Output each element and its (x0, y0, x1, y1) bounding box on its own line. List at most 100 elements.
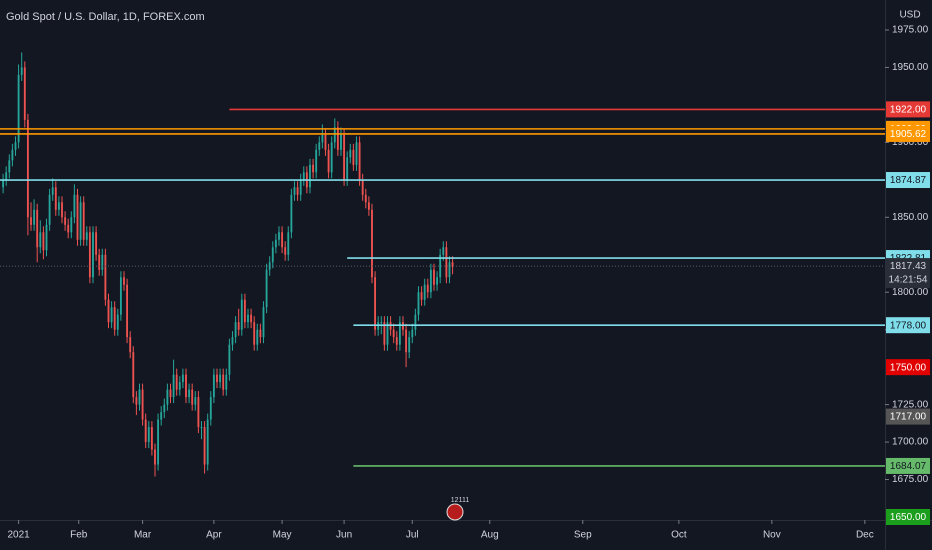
candle-body (299, 179, 302, 195)
candle-body (178, 382, 181, 390)
candle-body (312, 164, 315, 173)
candle-body (166, 389, 169, 405)
candle-body (141, 389, 144, 420)
candle-body (371, 209, 373, 278)
candle-body (423, 284, 426, 300)
candle-body (92, 232, 94, 278)
candle-body (231, 337, 234, 345)
candle-body (436, 277, 439, 285)
candle-body (160, 412, 163, 420)
y-tick-label: 1675.00 (892, 474, 929, 485)
candle-body (222, 374, 225, 390)
candle-body (191, 389, 194, 405)
candle-body (237, 322, 240, 330)
candle-body (274, 239, 277, 248)
candle-body (98, 254, 101, 270)
event-badge: 12111 (451, 497, 470, 504)
candle-body (107, 299, 110, 323)
candle-body (293, 187, 296, 195)
candle-body (209, 397, 212, 420)
candle-body (321, 134, 324, 143)
candle-body (327, 149, 330, 173)
candle-body (448, 262, 451, 278)
currency-label: USD (899, 10, 920, 21)
countdown-label: 14:21:54 (889, 275, 928, 286)
candle-body (408, 337, 411, 353)
candle-body (358, 142, 361, 180)
candle-body (169, 389, 172, 398)
candle-body (386, 322, 389, 345)
candle-body (163, 404, 166, 413)
candle-body (250, 314, 253, 323)
x-tick-label: Apr (206, 530, 222, 541)
y-tick-label: 1725.00 (892, 399, 929, 410)
candle-body (256, 329, 259, 345)
level-tag-label: 1684.07 (890, 461, 927, 472)
candle-body (129, 337, 132, 353)
candle-body (188, 389, 191, 398)
candle-body (73, 194, 76, 218)
candle-body (426, 284, 429, 293)
candle-body (101, 254, 104, 270)
candle-body (203, 427, 206, 465)
candle-body (395, 337, 398, 345)
candle-body (135, 397, 138, 405)
last-price-label: 1817.43 (890, 261, 927, 272)
candle-body (126, 284, 129, 338)
candle-body (2, 179, 5, 188)
candle-body (79, 202, 82, 240)
candle-body (243, 299, 246, 323)
candle-body (240, 299, 243, 330)
candle-body (88, 232, 91, 278)
candle-body (324, 134, 327, 150)
candle-body (287, 232, 290, 255)
y-tick-label: 1800.00 (892, 287, 929, 298)
candle-body (33, 209, 36, 225)
candle-body (259, 329, 262, 338)
candle-body (64, 217, 67, 225)
candle-body (265, 269, 268, 308)
candle-body (30, 217, 32, 225)
candle-body (302, 172, 305, 180)
candle-body (383, 322, 386, 345)
candle-body (95, 232, 98, 255)
candle-body (157, 419, 160, 465)
price-tag-label: 1650.00 (890, 512, 927, 523)
candle-body (234, 322, 237, 338)
chart-title: Gold Spot / U.S. Dollar, 1D, FOREX.com (6, 11, 205, 23)
candle-body (392, 329, 395, 338)
candle-body (411, 329, 414, 338)
level-tag (886, 172, 930, 189)
candle-body (138, 389, 141, 405)
candle-body (197, 397, 200, 428)
candle-body (175, 374, 178, 390)
candle-body (262, 307, 265, 338)
y-tick-label: 1950.00 (892, 62, 929, 73)
candle-body (172, 374, 175, 398)
candle-body (5, 172, 8, 180)
candle-body (212, 374, 215, 398)
candle-body (8, 160, 11, 173)
candle-body (451, 262, 454, 267)
candle-body (48, 194, 51, 225)
candle-body (200, 427, 203, 429)
candle-body (343, 134, 346, 180)
x-tick-label: Jul (406, 530, 419, 541)
candle-body (364, 194, 367, 203)
candle-body (216, 374, 218, 383)
candle-body (420, 292, 423, 300)
candle-body (17, 74, 20, 143)
candle-body (405, 329, 408, 353)
candle-body (333, 127, 336, 143)
price-tag (886, 359, 930, 376)
event-badge-icon (446, 503, 464, 521)
candle-body (414, 314, 417, 330)
candle-body (85, 232, 88, 240)
level-tag (886, 317, 930, 334)
candle-body (116, 314, 119, 330)
candle-body (309, 164, 311, 188)
candle-body (380, 322, 383, 324)
x-tick-label: 2021 (7, 530, 30, 541)
x-tick-label: Dec (856, 530, 874, 541)
candle-body (247, 314, 249, 323)
